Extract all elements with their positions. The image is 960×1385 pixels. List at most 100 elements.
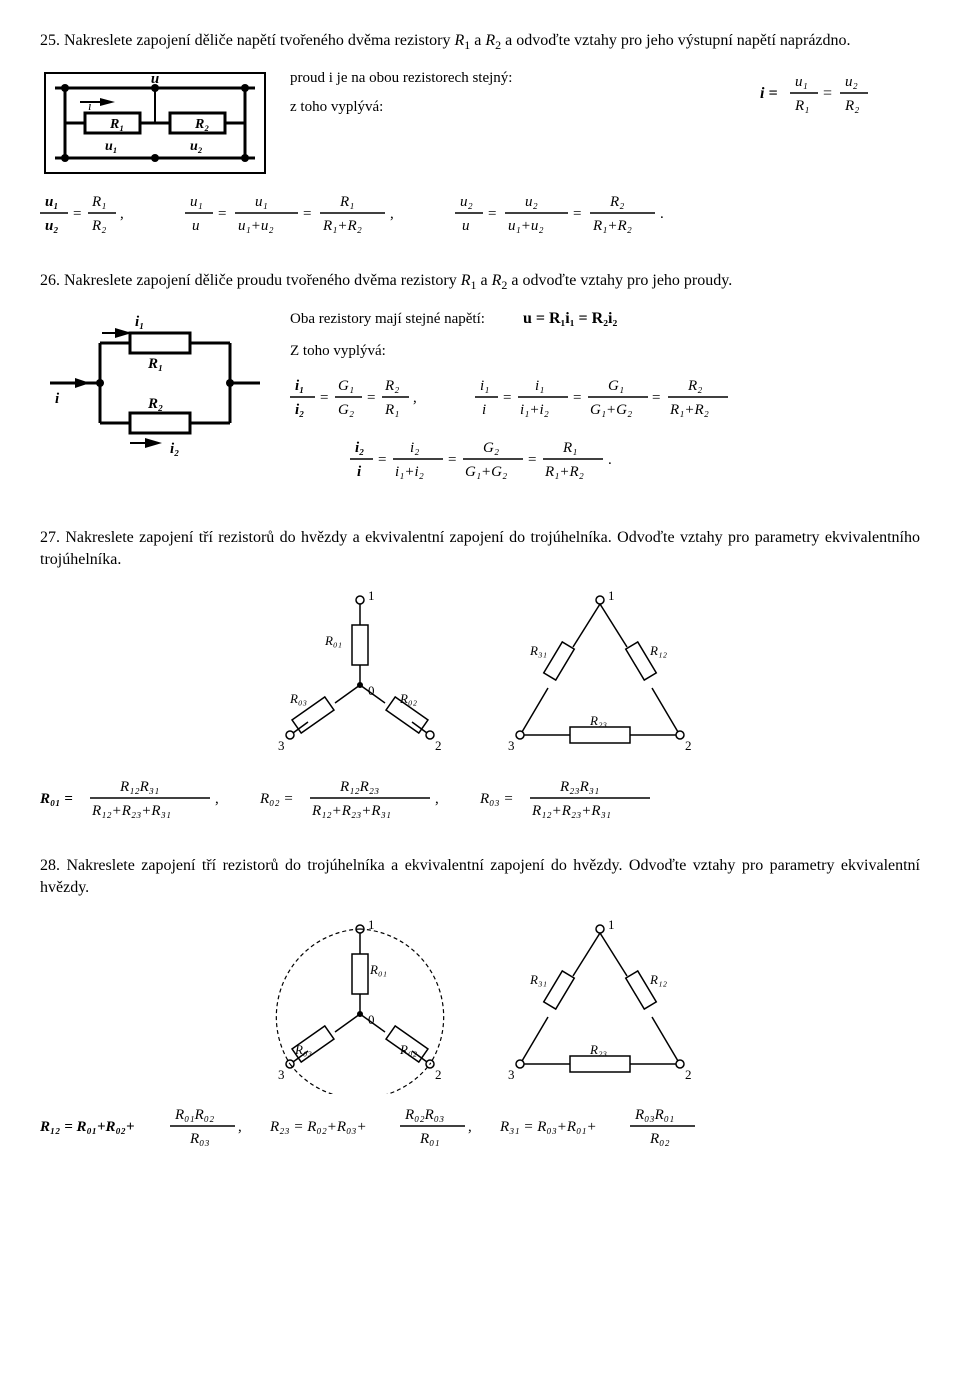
svg-text:=: = xyxy=(528,452,536,468)
svg-text:R₂₃ = R₀₂+R₀₃+: R₂₃ = R₀₂+R₀₃+ xyxy=(269,1119,367,1135)
svg-text:u₂: u₂ xyxy=(460,194,473,210)
svg-text:i₁: i₁ xyxy=(480,378,489,394)
svg-text:u₂: u₂ xyxy=(45,218,59,234)
q25-line2: z toho vyplývá: xyxy=(290,97,740,118)
svg-text:R₀₂: R₀₂ xyxy=(649,1131,670,1147)
svg-text:i: i xyxy=(357,464,362,480)
svg-text:2: 2 xyxy=(435,1067,442,1082)
q26-r1sub: 1 xyxy=(471,279,477,293)
q26-r2sub: 2 xyxy=(501,279,507,293)
svg-text:=: = xyxy=(303,206,311,222)
q25-eq-i: i = u₁ R₁ = u₂ R₂ xyxy=(760,68,920,118)
svg-text:i₁: i₁ xyxy=(535,378,544,394)
svg-text:i₁: i₁ xyxy=(295,378,304,394)
svg-text:R₀₃: R₀₃ xyxy=(294,1042,312,1057)
svg-text:=: = xyxy=(503,390,511,406)
svg-text:i: i xyxy=(88,98,92,113)
q26-row: i i₁ i₂ R₁ R₂ Oba rezistory mají stejné … xyxy=(40,308,920,496)
svg-text:i₂: i₂ xyxy=(170,441,179,457)
svg-text:R₃₁: R₃₁ xyxy=(529,972,547,987)
svg-text:R₁₂+R₂₃+R₃₁: R₁₂+R₂₃+R₃₁ xyxy=(91,803,171,819)
svg-text:R₀₂: R₀₂ xyxy=(399,1042,417,1057)
svg-text:R₀₁: R₀₁ xyxy=(324,633,342,648)
svg-text:R₂: R₂ xyxy=(194,117,209,132)
svg-text:R₀₂R₀₃: R₀₂R₀₃ xyxy=(404,1107,444,1123)
svg-text:R₀₃R₀₁: R₀₃R₀₁ xyxy=(634,1107,674,1123)
svg-text:R₀₁R₀₂: R₀₁R₀₂ xyxy=(174,1107,214,1123)
svg-text:3: 3 xyxy=(508,1067,515,1082)
q25-line1: proud i je na obou rezistorech stejný: xyxy=(290,68,740,89)
svg-text:R₀₃ =: R₀₃ = xyxy=(479,791,513,807)
svg-text:R₃₁: R₃₁ xyxy=(529,643,547,658)
q25-sep: a xyxy=(474,32,485,49)
svg-text:.: . xyxy=(608,452,612,468)
q25-text-a: Nakreslete zapojení děliče napětí tvořen… xyxy=(64,32,455,49)
svg-text:0: 0 xyxy=(368,1012,375,1027)
svg-text:,: , xyxy=(390,206,394,222)
svg-text:R₁₂ = R₀₁+R₀₂+: R₁₂ = R₀₁+R₀₂+ xyxy=(40,1119,135,1135)
svg-text:R₂₃: R₂₃ xyxy=(589,1042,607,1057)
svg-text:,: , xyxy=(468,1119,472,1135)
svg-text:3: 3 xyxy=(278,1067,285,1082)
svg-text:R₁: R₁ xyxy=(339,194,354,210)
q28-diagrams: 1 3 2 0 R₀₁ R₀₂ R₀₃ 1 3 2 R₃₁ R₁₂ R₂₃ xyxy=(40,914,920,1101)
svg-text:=: = xyxy=(823,85,832,102)
svg-text:R₁: R₁ xyxy=(794,98,809,114)
q25-number: 25. xyxy=(40,32,60,49)
svg-text:1: 1 xyxy=(368,917,375,932)
svg-text:2: 2 xyxy=(685,738,692,753)
svg-text:=: = xyxy=(573,206,581,222)
q25-row: u i R₁ R₂ u₁ u₂ proud i je na obou rezis… xyxy=(40,68,920,178)
svg-text:R₀₁: R₀₁ xyxy=(419,1131,440,1147)
svg-text:u: u xyxy=(151,71,159,87)
svg-text:u₂: u₂ xyxy=(845,74,858,90)
svg-text:R₀₂: R₀₂ xyxy=(399,691,417,706)
svg-text:,: , xyxy=(238,1119,242,1135)
q27-number: 27. xyxy=(40,529,60,546)
svg-text:u₁+u₂: u₁+u₂ xyxy=(508,218,544,234)
svg-text:R₂: R₂ xyxy=(844,98,859,114)
q26-r2: R xyxy=(492,272,502,289)
q26-eq-block2: i₂ i = i₂ i₁+i₂ = G₂ G₁+G₂ = R₁ R₁+R₂ . xyxy=(290,434,710,489)
svg-text:2: 2 xyxy=(685,1067,692,1082)
svg-text:R₁₂: R₁₂ xyxy=(649,643,667,658)
svg-text:0: 0 xyxy=(368,683,375,698)
svg-text:R₁₂+R₂₃+R₃₁: R₁₂+R₂₃+R₃₁ xyxy=(531,803,611,819)
svg-text:R₁+R₂: R₁+R₂ xyxy=(592,218,632,234)
q25-r2sub: 2 xyxy=(495,38,501,52)
svg-text:i₂: i₂ xyxy=(410,440,419,456)
svg-text:R₁+R₂: R₁+R₂ xyxy=(669,402,709,418)
svg-text:u₁: u₁ xyxy=(255,194,268,210)
svg-text:R₀₂ =: R₀₂ = xyxy=(259,791,293,807)
svg-text:R₀₃: R₀₃ xyxy=(289,691,307,706)
svg-text:i: i xyxy=(482,402,486,418)
svg-text:R₂₃R₃₁: R₂₃R₃₁ xyxy=(559,779,599,795)
svg-text:=: = xyxy=(367,390,375,406)
svg-text:=: = xyxy=(448,452,456,468)
svg-text:R₁₂+R₂₃+R₃₁: R₁₂+R₂₃+R₃₁ xyxy=(311,803,391,819)
question-27: 27. Nakreslete zapojení tří rezistorů do… xyxy=(40,527,920,572)
svg-text:=: = xyxy=(652,390,660,406)
q25-eq-ratios: u₁ u₂ = R₁ R₂ , u₁ u = u₁ u₁+u₂ = R₁ R₁+… xyxy=(40,188,860,243)
svg-text:R₀₁ =: R₀₁ = xyxy=(40,791,73,807)
svg-text:i: i xyxy=(55,391,60,407)
svg-text:=: = xyxy=(488,206,496,222)
svg-text:R₀₁: R₀₁ xyxy=(369,962,387,977)
svg-text:R₁: R₁ xyxy=(384,402,399,418)
q25-r2: R xyxy=(485,32,495,49)
svg-text:=: = xyxy=(73,206,81,222)
svg-text:1: 1 xyxy=(608,588,615,603)
svg-text:=: = xyxy=(573,390,581,406)
q26-r1: R xyxy=(461,272,471,289)
svg-text:G₁: G₁ xyxy=(608,378,624,394)
q25-text-b: a odvoďte vztahy pro jeho výstupní napět… xyxy=(505,32,850,49)
svg-text:R₁+R₂: R₁+R₂ xyxy=(544,464,584,480)
svg-text:G₁: G₁ xyxy=(338,378,354,394)
svg-text:u: u xyxy=(462,218,470,234)
svg-text:1: 1 xyxy=(368,588,375,603)
svg-text:G₁+G₂: G₁+G₂ xyxy=(465,464,507,480)
svg-text:i₁+i₂: i₁+i₂ xyxy=(520,402,549,418)
question-28: 28. Nakreslete zapojení tří rezistorů do… xyxy=(40,855,920,900)
svg-text:u₁: u₁ xyxy=(105,139,118,154)
svg-text:i =: i = xyxy=(760,85,778,102)
